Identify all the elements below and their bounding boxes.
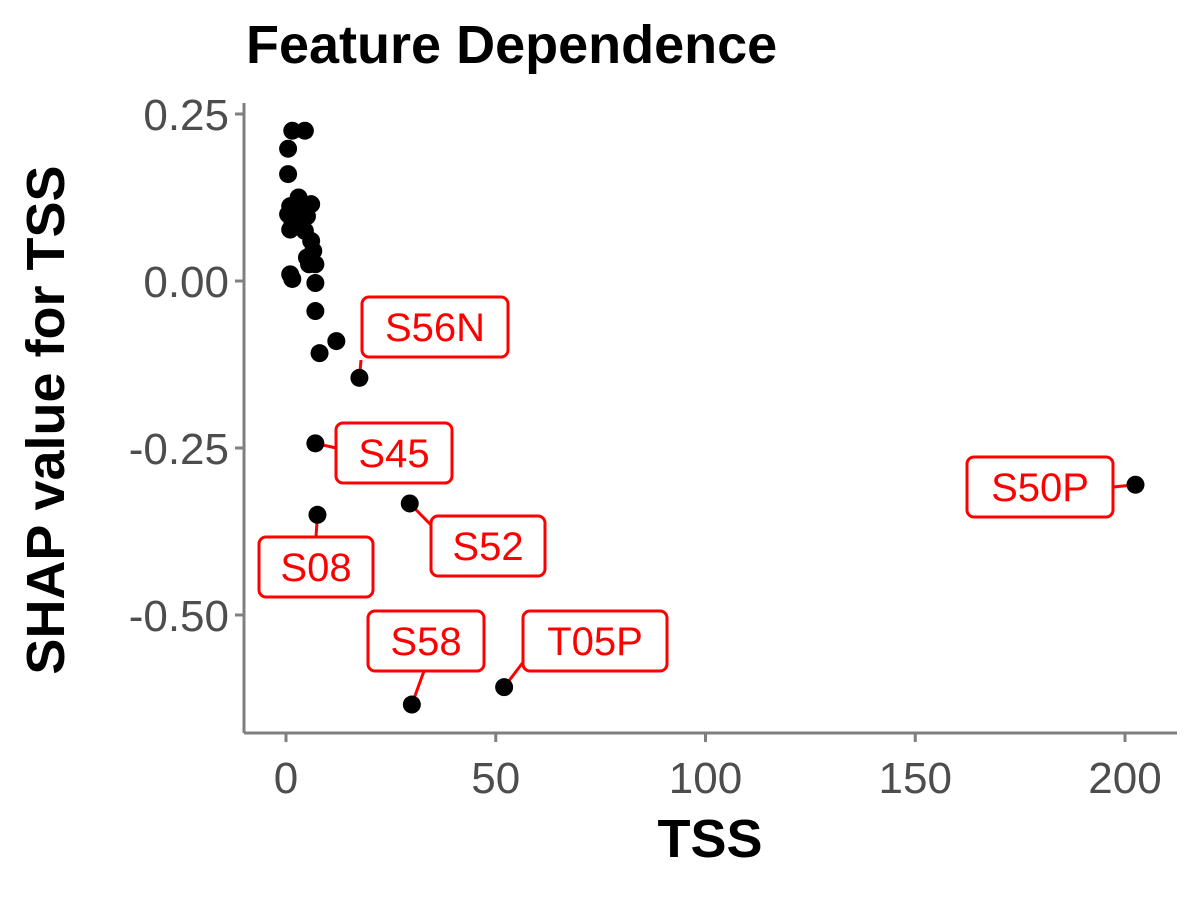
y-tick-label: 0.25 <box>143 91 229 140</box>
y-tick-label: 0.00 <box>143 258 229 307</box>
point-label: S08 <box>280 546 351 590</box>
point-label: S58 <box>390 620 461 664</box>
point-label-box <box>366 609 486 673</box>
point-label-box <box>257 535 375 599</box>
data-point-s08 <box>308 505 327 524</box>
data-point-s52 <box>400 494 419 513</box>
point-label: S50P <box>991 466 1089 510</box>
x-tick-label: 0 <box>274 754 298 803</box>
point-label: S56N <box>385 306 485 350</box>
y-tick-label: -0.25 <box>129 425 229 474</box>
y-tick-label: -0.50 <box>129 592 229 641</box>
data-point <box>279 139 298 158</box>
data-point-s58 <box>402 695 421 714</box>
point-label: S45 <box>358 432 429 476</box>
data-point <box>306 255 325 274</box>
data-point <box>283 269 302 288</box>
point-label-box <box>521 609 669 673</box>
data-point <box>306 274 325 293</box>
data-point <box>295 121 314 140</box>
data-point-s56n <box>350 368 369 387</box>
data-point-s50p <box>1126 475 1145 494</box>
point-label-box <box>429 514 547 578</box>
point-label-box <box>965 455 1115 519</box>
x-tick-label: 50 <box>471 754 520 803</box>
data-point <box>279 165 298 184</box>
data-point-s45 <box>306 434 325 453</box>
x-axis-title: TSS <box>657 809 763 869</box>
x-tick-label: 100 <box>669 754 742 803</box>
data-point <box>310 344 329 363</box>
data-point <box>281 220 300 239</box>
point-label-box <box>334 421 454 485</box>
data-point <box>327 332 346 351</box>
x-tick-label: 200 <box>1088 754 1161 803</box>
x-tick-label: 150 <box>879 754 952 803</box>
point-label: T05P <box>547 620 643 664</box>
data-point <box>283 121 302 140</box>
point-label: S52 <box>452 525 523 569</box>
chart-title: Feature Dependence <box>246 15 778 75</box>
data-point-t05p <box>495 678 514 697</box>
point-label-box <box>360 295 510 359</box>
data-point <box>306 302 325 321</box>
